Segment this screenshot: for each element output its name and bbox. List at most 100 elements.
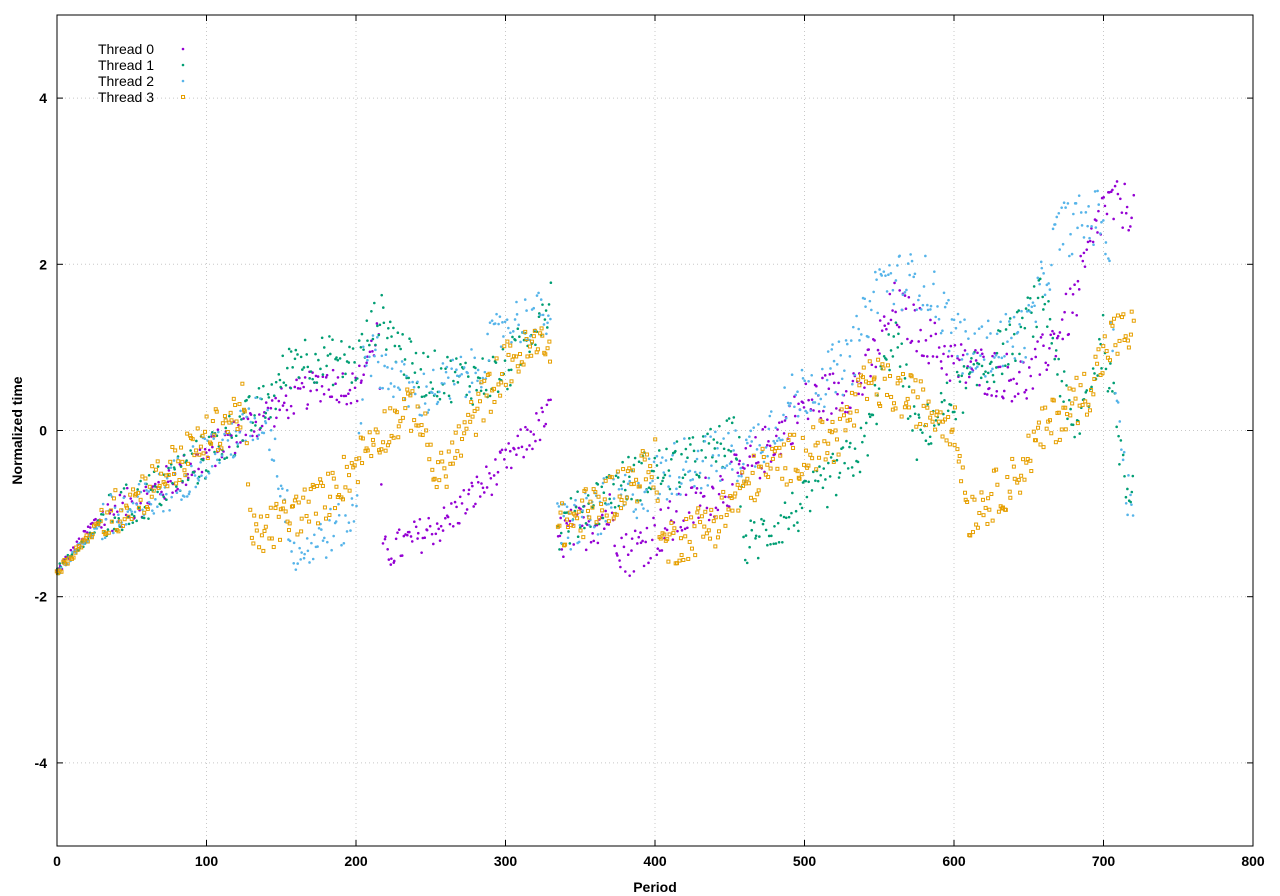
data-point-thread-1 (827, 461, 830, 465)
data-point-thread-3 (492, 400, 497, 405)
data-point-thread-1 (752, 521, 756, 524)
data-point-thread-1 (344, 372, 347, 376)
data-point-thread-3 (960, 465, 965, 470)
data-point-thread-2 (675, 493, 679, 496)
data-point-thread-3 (432, 476, 437, 481)
data-point-thread-3 (619, 498, 624, 503)
data-point-thread-1 (147, 517, 150, 520)
data-point-thread-3 (936, 419, 941, 424)
data-point-thread-0 (365, 361, 368, 365)
legend-marker (181, 95, 185, 99)
data-point-thread-0 (509, 466, 513, 470)
data-point-thread-3 (456, 424, 461, 429)
data-point-thread-2 (210, 464, 214, 468)
data-point-thread-2 (1127, 474, 1130, 477)
data-point-thread-3 (1044, 426, 1049, 431)
data-point-thread-0 (504, 448, 507, 452)
data-point-thread-1 (230, 436, 234, 439)
data-point-thread-1 (173, 467, 176, 471)
data-point-thread-0 (1091, 240, 1095, 244)
data-point-thread-0 (589, 540, 593, 544)
data-point-thread-1 (885, 358, 888, 361)
data-point-thread-2 (440, 381, 444, 385)
data-point-thread-1 (800, 506, 804, 510)
data-point-thread-0 (806, 417, 810, 421)
data-point-thread-1 (429, 381, 433, 384)
data-point-thread-3 (772, 449, 777, 454)
data-point-thread-2 (279, 484, 283, 488)
data-point-thread-3 (558, 510, 563, 515)
data-point-thread-1 (905, 363, 908, 366)
data-point-thread-0 (467, 492, 470, 496)
data-point-thread-2 (725, 464, 729, 467)
data-point-thread-3 (852, 423, 857, 428)
data-point-thread-0 (903, 294, 907, 297)
data-point-thread-2 (1087, 205, 1090, 208)
data-point-thread-3 (810, 456, 815, 461)
data-point-thread-2 (450, 367, 453, 370)
data-point-thread-0 (656, 547, 660, 550)
y-tick-label: 4 (39, 90, 47, 106)
data-point-thread-2 (535, 294, 539, 297)
data-point-thread-3 (679, 553, 684, 558)
data-point-thread-1 (639, 499, 642, 502)
data-point-thread-3 (1056, 410, 1061, 415)
data-point-thread-2 (386, 366, 389, 369)
data-point-thread-3 (268, 505, 273, 510)
data-point-thread-2 (604, 519, 608, 523)
data-point-thread-0 (1039, 336, 1043, 339)
data-point-thread-1 (897, 332, 900, 336)
data-point-thread-0 (704, 476, 707, 480)
data-point-thread-0 (242, 417, 245, 420)
data-point-thread-2 (637, 481, 640, 485)
data-point-thread-1 (908, 414, 912, 418)
data-point-thread-2 (118, 523, 121, 527)
data-point-thread-3 (1121, 312, 1126, 317)
data-point-thread-0 (782, 432, 786, 435)
data-point-thread-1 (374, 343, 377, 347)
data-point-thread-2 (655, 454, 659, 458)
data-point-thread-1 (863, 434, 866, 438)
data-point-thread-2 (128, 507, 131, 511)
data-point-thread-2 (739, 466, 742, 470)
data-point-thread-1 (866, 454, 870, 457)
data-point-thread-3 (1057, 437, 1062, 442)
data-point-thread-3 (651, 485, 656, 490)
data-point-thread-2 (971, 370, 974, 374)
data-point-thread-0 (1115, 180, 1119, 183)
data-point-thread-1 (534, 343, 537, 347)
data-point-thread-1 (122, 487, 126, 490)
data-point-thread-2 (809, 409, 813, 412)
data-point-thread-1 (119, 490, 123, 494)
data-point-thread-1 (998, 329, 1002, 333)
data-point-thread-0 (435, 522, 439, 525)
data-point-thread-3 (262, 528, 267, 533)
data-point-thread-0 (933, 321, 937, 325)
data-point-thread-0 (647, 561, 650, 565)
data-point-thread-3 (766, 474, 771, 479)
data-point-thread-1 (849, 441, 852, 445)
data-point-thread-3 (198, 444, 203, 449)
data-point-thread-2 (371, 334, 375, 337)
data-point-thread-3 (545, 346, 550, 351)
data-point-thread-3 (1041, 445, 1046, 450)
data-point-thread-0 (763, 470, 766, 474)
data-point-thread-3 (142, 510, 147, 515)
data-point-thread-0 (734, 453, 738, 457)
data-point-thread-2 (901, 293, 905, 297)
data-point-thread-0 (1067, 332, 1071, 336)
data-point-thread-1 (794, 509, 798, 513)
data-point-thread-1 (826, 505, 829, 509)
data-point-thread-3 (505, 339, 510, 344)
data-point-thread-1 (992, 380, 996, 384)
data-point-thread-1 (1126, 487, 1129, 491)
data-point-thread-3 (634, 477, 639, 482)
data-point-thread-2 (194, 485, 198, 489)
data-point-thread-0 (721, 501, 725, 504)
data-point-thread-2 (1010, 336, 1013, 340)
data-point-thread-1 (1115, 425, 1118, 429)
data-point-thread-0 (430, 532, 434, 536)
data-point-thread-0 (467, 488, 471, 492)
y-tick-label: -2 (35, 589, 48, 605)
data-point-thread-3 (860, 375, 865, 380)
